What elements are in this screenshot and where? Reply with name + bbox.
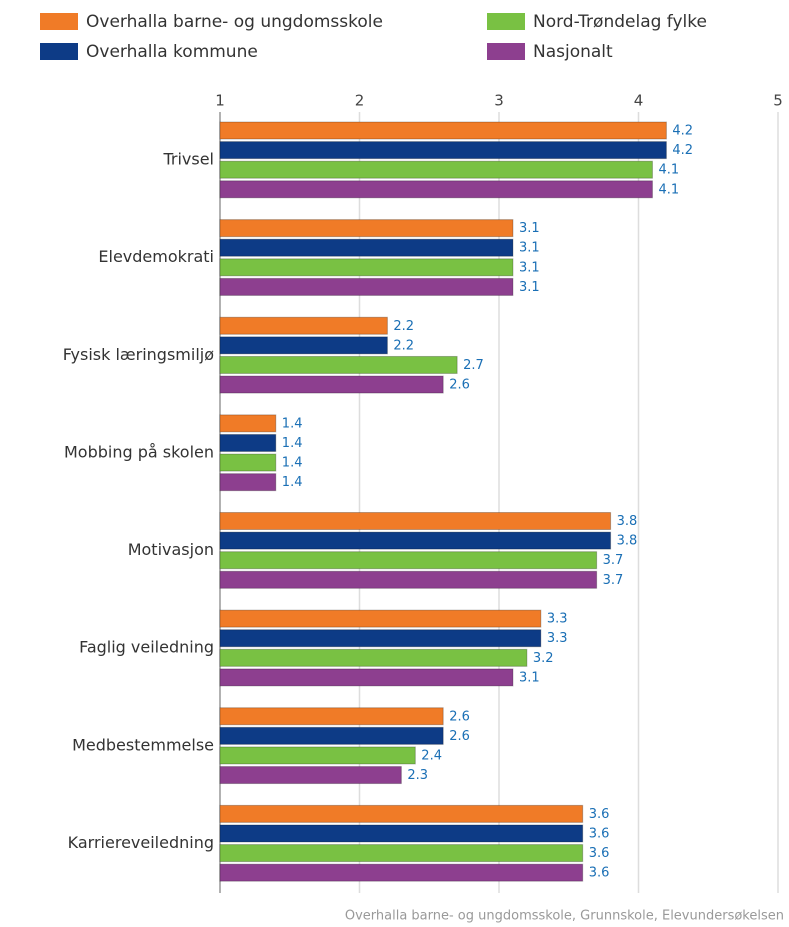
value-label: 3.7 — [603, 573, 624, 588]
value-label: 2.3 — [407, 768, 428, 783]
bar — [219, 531, 612, 550]
bar — [219, 219, 514, 238]
bar — [219, 746, 416, 765]
value-label: 3.6 — [589, 826, 610, 841]
x-tick-label: 3 — [494, 92, 504, 110]
bar — [219, 414, 277, 433]
bar — [219, 375, 444, 394]
category-label: Fysisk læringsmiljø — [63, 345, 214, 364]
legend-swatch — [40, 13, 78, 30]
bar — [219, 863, 584, 882]
value-label: 3.1 — [519, 221, 540, 236]
bar — [219, 824, 584, 843]
value-label: 3.1 — [519, 670, 540, 685]
value-label: 1.4 — [282, 456, 303, 471]
bar — [219, 433, 277, 452]
value-label: 3.8 — [617, 534, 638, 549]
value-label: 3.3 — [547, 612, 568, 627]
value-label: 2.6 — [449, 729, 470, 744]
value-label: 2.6 — [449, 378, 470, 393]
value-label: 2.2 — [393, 319, 414, 334]
bar — [219, 609, 542, 628]
bar — [219, 551, 598, 570]
bar — [219, 473, 277, 492]
category-label: Karriereveiledning — [68, 833, 214, 852]
value-label: 3.7 — [603, 553, 624, 568]
bar — [219, 355, 458, 374]
value-label: 3.1 — [519, 241, 540, 256]
value-label: 4.2 — [672, 143, 693, 158]
value-label: 3.8 — [617, 514, 638, 529]
bar — [219, 766, 402, 785]
value-label: 3.6 — [589, 866, 610, 881]
legend-label: Overhalla kommune — [86, 42, 258, 62]
bar — [219, 180, 653, 199]
bar — [219, 141, 667, 160]
bar — [219, 238, 514, 257]
category-label: Motivasjon — [128, 540, 214, 559]
bar — [219, 336, 388, 355]
category-label: Medbestemmelse — [72, 735, 214, 754]
category-label: Elevdemokrati — [98, 247, 214, 266]
bar — [219, 804, 584, 823]
bar — [219, 629, 542, 648]
category-label: Faglig veiledning — [79, 638, 214, 657]
bar — [219, 316, 388, 335]
value-label: 4.1 — [658, 182, 679, 197]
bar — [219, 512, 612, 530]
category-label: Mobbing på skolen — [64, 442, 214, 461]
bar — [219, 844, 584, 863]
category-label: Trivsel — [162, 150, 214, 169]
value-label: 3.6 — [589, 807, 610, 822]
bar — [219, 726, 444, 745]
value-label: 1.4 — [282, 475, 303, 490]
value-label: 1.4 — [282, 416, 303, 431]
x-tick-label: 5 — [773, 92, 783, 110]
value-label: 1.4 — [282, 436, 303, 451]
value-label: 4.2 — [672, 124, 693, 139]
value-label: 3.3 — [547, 631, 568, 646]
legend-swatch — [487, 43, 525, 60]
source-note: Overhalla barne- og ungdomsskole, Grunns… — [345, 909, 784, 924]
bar — [219, 258, 514, 277]
value-label: 3.1 — [519, 260, 540, 275]
bar — [219, 668, 514, 687]
value-label: 2.6 — [449, 709, 470, 724]
bar — [219, 648, 528, 667]
bar — [219, 453, 277, 472]
bar — [219, 570, 598, 589]
value-label: 2.2 — [393, 338, 414, 353]
x-tick-label: 1 — [215, 92, 225, 110]
bar — [219, 121, 667, 140]
legend-label: Nord-Trøndelag fylke — [533, 12, 707, 32]
legend-swatch — [487, 13, 525, 30]
x-tick-label: 4 — [634, 92, 644, 110]
value-label: 2.7 — [463, 358, 484, 373]
value-label: 4.1 — [658, 163, 679, 178]
value-label: 2.4 — [421, 748, 442, 763]
bar — [219, 277, 514, 296]
x-tick-label: 2 — [355, 92, 365, 110]
legend-label: Overhalla barne- og ungdomsskole — [86, 12, 383, 32]
legend-swatch — [40, 43, 78, 60]
bar — [219, 707, 444, 726]
legend-label: Nasjonalt — [533, 42, 613, 62]
value-label: 3.2 — [533, 651, 554, 666]
value-label: 3.6 — [589, 846, 610, 861]
value-label: 3.1 — [519, 280, 540, 295]
bar — [219, 160, 653, 179]
